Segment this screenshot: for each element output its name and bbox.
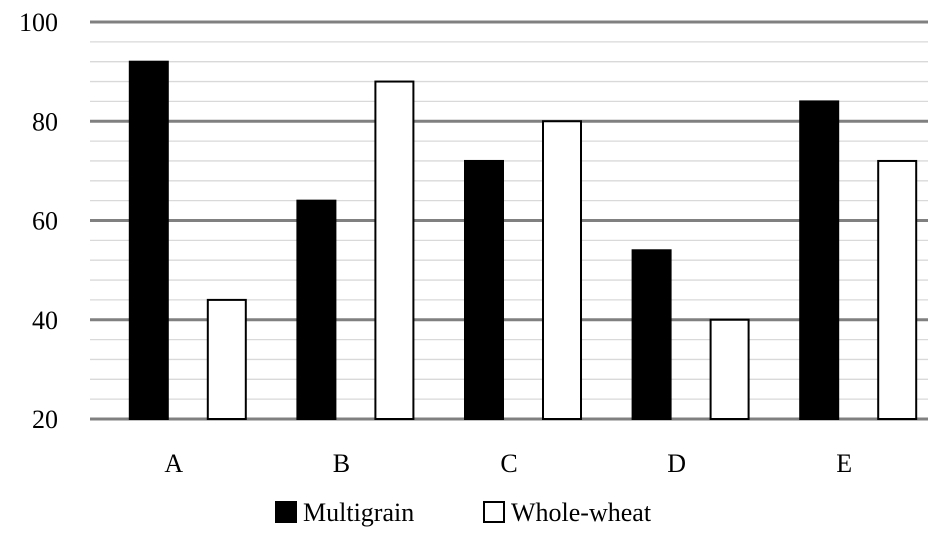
bar-multigrain-b <box>296 199 337 420</box>
bars <box>128 60 918 421</box>
legend-label: Multigrain <box>303 498 414 527</box>
y-tick-label: 100 <box>19 8 58 37</box>
x-tick-label: B <box>333 449 350 478</box>
x-tick-label: C <box>500 449 517 478</box>
y-tick-label: 80 <box>32 107 58 136</box>
y-tick-label: 40 <box>32 306 58 335</box>
bar-whole-wheat-a <box>206 298 247 420</box>
bar-multigrain-d <box>631 249 672 420</box>
bar-whole-wheat-d <box>709 318 750 420</box>
x-tick-label: E <box>836 449 852 478</box>
y-axis-tick-labels: 20 40 60 80 100 <box>19 8 58 434</box>
x-axis-tick-labels: A B C D E <box>164 449 852 478</box>
legend-swatch <box>275 501 297 523</box>
bar-whole-wheat-c <box>542 120 582 420</box>
y-tick-label: 60 <box>32 207 58 236</box>
legend-label: Whole-wheat <box>511 498 652 527</box>
bar-multigrain-a <box>128 60 169 420</box>
bar-multigrain-c <box>464 159 504 420</box>
legend-swatch <box>483 501 505 523</box>
x-tick-label: D <box>667 449 686 478</box>
y-tick-label: 20 <box>32 405 58 434</box>
bar-whole-wheat-b <box>374 80 415 421</box>
x-tick-label: A <box>164 449 183 478</box>
bar-whole-wheat-e <box>877 159 918 420</box>
grid-lines <box>90 20 928 421</box>
legend: Multigrain Whole-wheat <box>275 498 652 527</box>
bar-multigrain-e <box>799 100 840 421</box>
